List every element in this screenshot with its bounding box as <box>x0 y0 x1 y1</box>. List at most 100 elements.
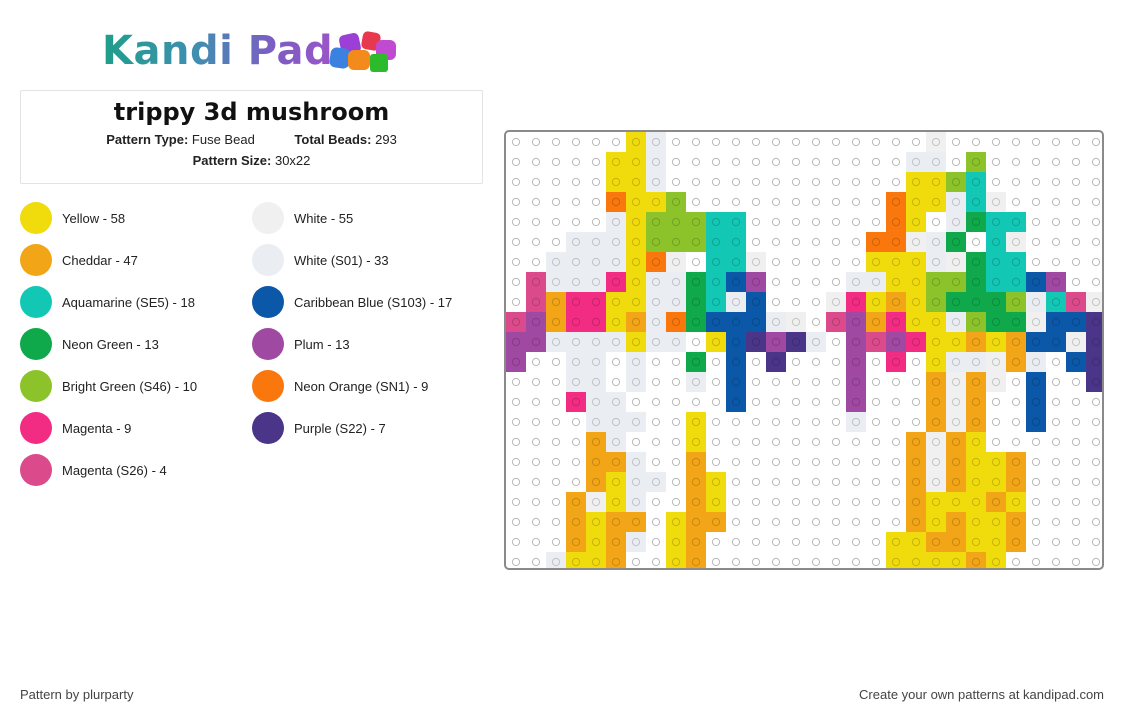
empty-peg <box>571 157 581 167</box>
empty-peg <box>531 257 541 267</box>
legend-label: Aquamarine (SE5) - 18 <box>62 294 195 310</box>
bead <box>826 292 846 312</box>
bead <box>586 372 606 392</box>
empty-peg <box>1071 517 1081 527</box>
empty-peg <box>971 237 981 247</box>
empty-peg <box>571 437 581 447</box>
bead <box>626 272 646 292</box>
color-swatch <box>20 286 52 318</box>
bead <box>926 352 946 372</box>
empty-peg <box>1011 157 1021 167</box>
empty-peg <box>851 257 861 267</box>
empty-peg <box>791 357 801 367</box>
bead <box>946 372 966 392</box>
empty-peg <box>1031 237 1041 247</box>
bead <box>526 312 546 332</box>
bead <box>906 292 926 312</box>
bead <box>1026 312 1046 332</box>
bead <box>966 552 986 568</box>
bead <box>946 452 966 472</box>
bead <box>966 412 986 432</box>
empty-peg <box>591 157 601 167</box>
empty-peg <box>531 557 541 567</box>
empty-peg <box>1011 177 1021 187</box>
empty-peg <box>711 177 721 187</box>
bead <box>726 232 746 252</box>
empty-peg <box>511 377 521 387</box>
bead <box>986 372 1006 392</box>
empty-peg <box>891 517 901 527</box>
empty-peg <box>671 457 681 467</box>
bead <box>866 232 886 252</box>
bead <box>506 312 526 332</box>
bead <box>726 272 746 292</box>
empty-peg <box>571 457 581 467</box>
bead <box>986 472 1006 492</box>
color-swatch <box>252 328 284 360</box>
bead <box>986 532 1006 552</box>
bead <box>626 312 646 332</box>
empty-peg <box>771 137 781 147</box>
legend-item: Cheddar - 47 <box>20 244 138 276</box>
bead <box>1066 312 1086 332</box>
bead <box>1086 372 1102 392</box>
bead <box>626 412 646 432</box>
bead <box>966 292 986 312</box>
bead <box>606 432 626 452</box>
empty-peg <box>1071 257 1081 267</box>
empty-peg <box>731 497 741 507</box>
bead <box>566 492 586 512</box>
empty-peg <box>871 477 881 487</box>
bead <box>926 432 946 452</box>
bead <box>606 172 626 192</box>
empty-peg <box>811 197 821 207</box>
bead-pattern-board <box>504 130 1104 570</box>
legend-label: Caribbean Blue (S103) - 17 <box>294 294 453 310</box>
bead <box>966 252 986 272</box>
empty-peg <box>691 397 701 407</box>
kandi-pad-logo[interactable]: Kandi Pad <box>100 24 410 80</box>
bead <box>926 372 946 392</box>
empty-peg <box>751 137 761 147</box>
empty-peg <box>831 237 841 247</box>
bead <box>706 312 726 332</box>
empty-peg <box>1071 497 1081 507</box>
empty-peg <box>651 397 661 407</box>
bead <box>966 212 986 232</box>
create-patterns-link[interactable]: Create your own patterns at kandipad.com <box>859 687 1104 702</box>
empty-peg <box>771 257 781 267</box>
empty-peg <box>991 177 1001 187</box>
empty-peg <box>831 257 841 267</box>
empty-peg <box>531 397 541 407</box>
empty-peg <box>651 417 661 427</box>
bead <box>786 312 806 332</box>
pattern-type-label: Pattern Type: <box>106 132 189 147</box>
empty-peg <box>651 437 661 447</box>
legend-item: Purple (S22) - 7 <box>252 412 386 444</box>
empty-peg <box>871 517 881 527</box>
bead <box>646 292 666 312</box>
bead <box>726 332 746 352</box>
empty-peg <box>1091 517 1101 527</box>
bead <box>706 252 726 272</box>
empty-peg <box>871 417 881 427</box>
bead <box>706 292 726 312</box>
bead <box>846 372 866 392</box>
empty-peg <box>511 137 521 147</box>
empty-peg <box>871 537 881 547</box>
empty-peg <box>1031 257 1041 267</box>
empty-peg <box>571 137 581 147</box>
bead <box>526 292 546 312</box>
empty-peg <box>891 157 901 167</box>
bead <box>886 252 906 272</box>
empty-peg <box>511 197 521 207</box>
empty-peg <box>591 217 601 227</box>
bead <box>1006 352 1026 372</box>
pattern-size-label: Pattern Size: <box>192 153 272 168</box>
empty-peg <box>651 377 661 387</box>
empty-peg <box>811 537 821 547</box>
empty-peg <box>831 137 841 147</box>
empty-peg <box>1051 237 1061 247</box>
empty-peg <box>691 197 701 207</box>
empty-peg <box>751 437 761 447</box>
